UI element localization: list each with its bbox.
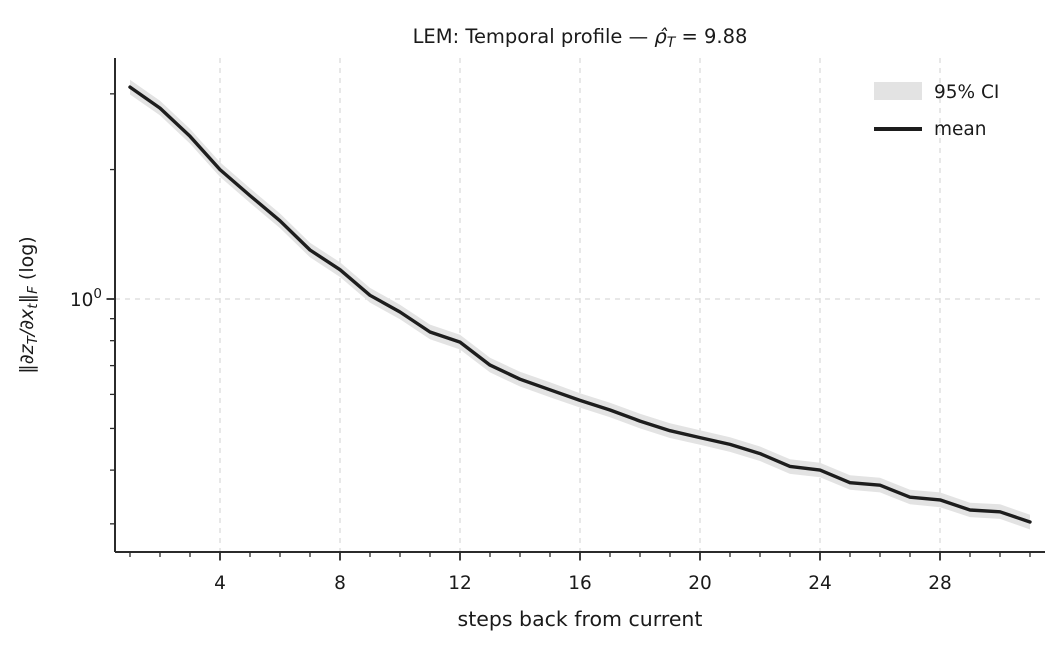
chart-title: LEM: Temporal profile — ρ̂T = 9.88 — [413, 25, 748, 51]
x-tick-label: 12 — [448, 573, 472, 594]
tick-label-layer: 4 8 12 16 20 24 28 100 — [70, 286, 952, 594]
x-tick-label: 4 — [214, 573, 226, 594]
y-tick-label: 100 — [70, 286, 102, 311]
x-tick-label: 24 — [808, 573, 832, 594]
y-axis-label: ‖∂zT/∂xt‖F (log) — [16, 236, 41, 373]
legend: 95% CI mean — [874, 82, 999, 140]
mean-line-layer — [128, 85, 1032, 524]
x-tick-label: 16 — [568, 573, 592, 594]
grid-layer — [115, 58, 1045, 552]
x-tick-label: 28 — [928, 573, 952, 594]
x-axis-label: steps back from current — [458, 607, 703, 631]
x-tick-label: 20 — [688, 573, 712, 594]
legend-mean-label: mean — [934, 119, 986, 140]
x-tick-label: 8 — [334, 573, 346, 594]
legend-ci-label: 95% CI — [934, 82, 999, 103]
legend-ci-swatch — [874, 82, 922, 100]
axes-layer — [106, 58, 1045, 561]
mean-line — [128, 85, 1032, 524]
